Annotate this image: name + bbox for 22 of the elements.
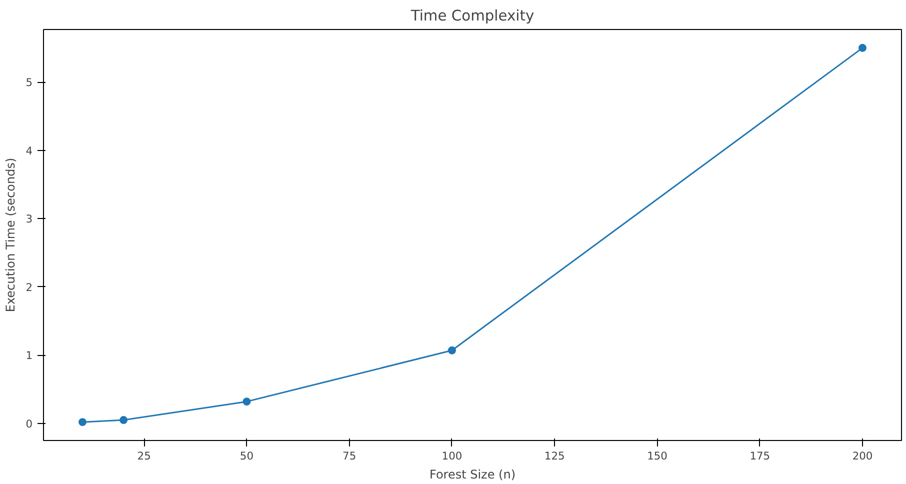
- x-tick-label: 150: [647, 450, 668, 462]
- x-tick-label: 200: [852, 450, 873, 462]
- x-axis-title: Forest Size (n): [429, 468, 516, 482]
- y-axis-title: Execution Time (seconds): [4, 158, 18, 312]
- point: [448, 346, 456, 354]
- x-tick-label: 75: [342, 450, 356, 462]
- y-tick-label: 0: [26, 417, 33, 430]
- x-tick-label: 50: [240, 450, 254, 462]
- y-tick-label: 1: [26, 349, 32, 362]
- y-tick-label: 3: [26, 212, 32, 226]
- y-tick-label: 5: [26, 76, 32, 90]
- chart-title: Time Complexity: [410, 8, 534, 24]
- point: [858, 44, 866, 52]
- point: [242, 398, 251, 406]
- y-tick-label: 2: [26, 280, 32, 294]
- x-tick-label: 175: [750, 450, 770, 462]
- x-tick-label: 100: [442, 450, 462, 462]
- point: [78, 418, 86, 426]
- point: [120, 416, 128, 424]
- y-tick-label: 4: [26, 144, 33, 158]
- x-tick-label: 25: [137, 450, 151, 462]
- x-tick-label: 125: [544, 450, 565, 462]
